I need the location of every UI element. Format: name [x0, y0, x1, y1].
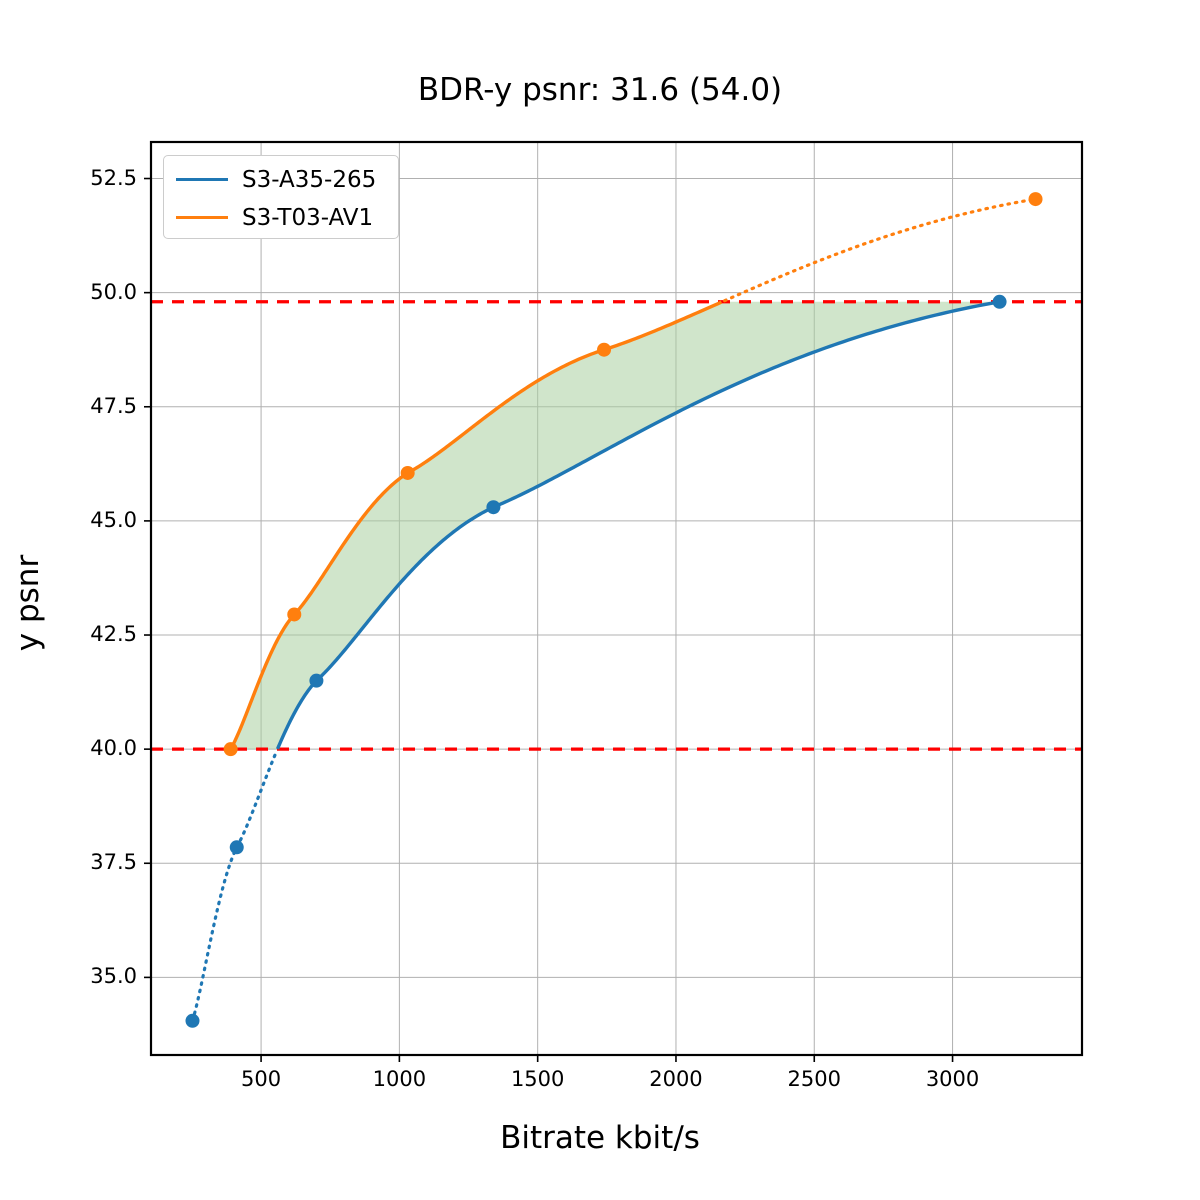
y-tick-label: 47.5 — [90, 393, 137, 418]
legend-swatch-1 — [176, 216, 228, 219]
y-tick-label: 35.0 — [90, 964, 137, 989]
reference-lines — [151, 300, 1082, 751]
legend-entry-1: S3-T03-AV1 — [164, 200, 400, 234]
legend-label-1: S3-T03-AV1 — [242, 205, 374, 231]
tick-marks — [144, 177, 954, 1062]
series-line-orange — [229, 300, 723, 750]
x-tick-label: 1500 — [510, 1067, 565, 1091]
legend-entry-0: S3-A35-265 — [164, 162, 400, 196]
series-markers-blue — [185, 294, 1007, 1028]
x-tick-label: 3000 — [925, 1067, 980, 1091]
y-tick-label: 40.0 — [90, 736, 137, 761]
x-tick-label: 500 — [241, 1067, 282, 1091]
axes-frame — [149, 140, 1084, 1057]
chart-title: BDR-y psnr: 31.6 (54.0) — [417, 72, 783, 108]
series-line-dotted-orange — [723, 197, 1038, 303]
legend: S3-A35-265 S3-T03-AV1 — [163, 155, 399, 239]
legend-swatch-0 — [176, 178, 228, 181]
y-tick-label: 50.0 — [90, 279, 137, 304]
x-tick-label: 2500 — [787, 1067, 841, 1091]
series-line-dotted-blue — [190, 749, 279, 1023]
x-tick-label: 2000 — [649, 1067, 703, 1091]
shaded-region — [230, 301, 1000, 750]
y-tick-label: 42.5 — [90, 622, 137, 647]
y-tick-label: 37.5 — [90, 850, 137, 875]
legend-label-0: S3-A35-265 — [242, 167, 377, 193]
x-tick-label: 1000 — [372, 1067, 427, 1091]
y-tick-label: 45.0 — [90, 507, 137, 532]
plot-background — [151, 142, 1082, 1055]
y-tick-label: 52.5 — [90, 165, 137, 190]
x-axis-label: Bitrate kbit/s — [500, 1120, 700, 1156]
series-markers-orange — [223, 192, 1043, 757]
